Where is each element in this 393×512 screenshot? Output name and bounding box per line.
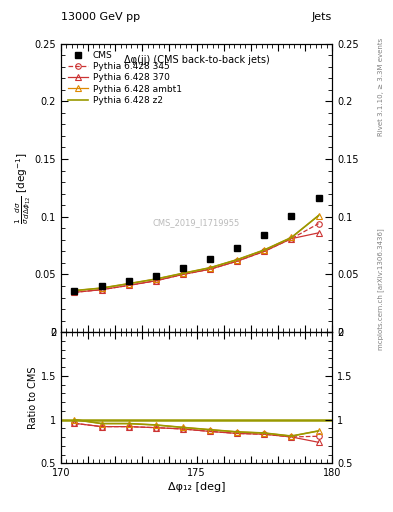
Text: Rivet 3.1.10, ≥ 3.3M events: Rivet 3.1.10, ≥ 3.3M events xyxy=(378,38,384,136)
Y-axis label: Ratio to CMS: Ratio to CMS xyxy=(28,367,38,429)
Text: CMS_2019_I1719955: CMS_2019_I1719955 xyxy=(153,218,240,227)
Text: Δφ(jj) (CMS back-to-back jets): Δφ(jj) (CMS back-to-back jets) xyxy=(124,55,269,65)
Y-axis label: $\frac{1}{\sigma}\frac{d\sigma}{d\Delta\phi_{12}}$ [deg$^{-1}$]: $\frac{1}{\sigma}\frac{d\sigma}{d\Delta\… xyxy=(13,152,33,224)
Text: 13000 GeV pp: 13000 GeV pp xyxy=(61,11,140,22)
Legend: CMS, Pythia 6.428 345, Pythia 6.428 370, Pythia 6.428 ambt1, Pythia 6.428 z2: CMS, Pythia 6.428 345, Pythia 6.428 370,… xyxy=(65,48,184,108)
Text: Jets: Jets xyxy=(312,11,332,22)
X-axis label: Δφ₁₂ [deg]: Δφ₁₂ [deg] xyxy=(168,482,225,493)
Text: mcplots.cern.ch [arXiv:1306.3436]: mcplots.cern.ch [arXiv:1306.3436] xyxy=(378,228,384,350)
